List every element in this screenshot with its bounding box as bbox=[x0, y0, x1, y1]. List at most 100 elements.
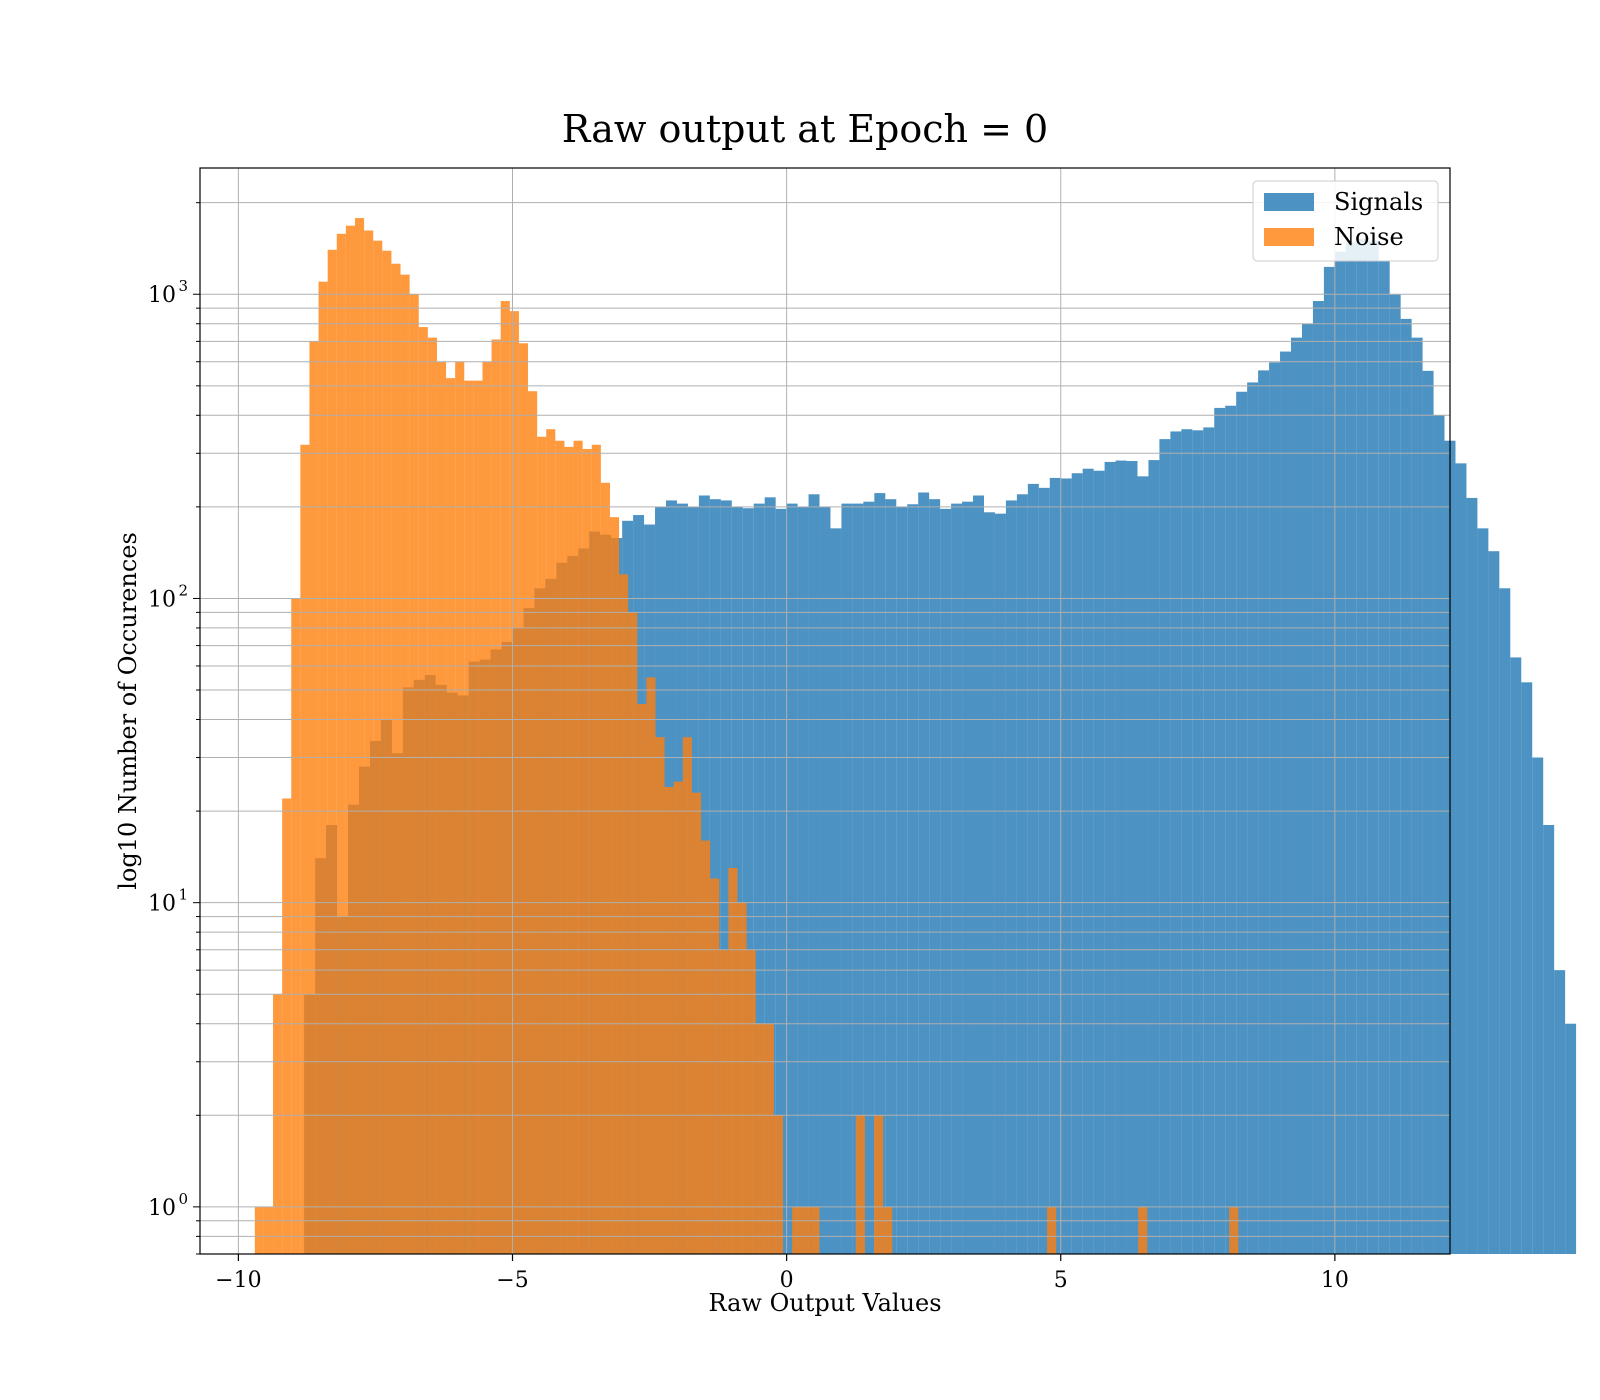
bar-signals bbox=[1192, 430, 1204, 1254]
bar-signals bbox=[885, 499, 897, 1254]
bar-noise bbox=[874, 1115, 884, 1254]
bar-noise bbox=[364, 230, 374, 1254]
bar-noise bbox=[436, 361, 447, 1255]
bar-signals bbox=[830, 528, 842, 1254]
plot-frame bbox=[199, 167, 1451, 1255]
bar-signals bbox=[753, 503, 765, 1254]
bar-noise bbox=[637, 703, 647, 1254]
bar-noise bbox=[719, 949, 729, 1254]
bar-signals bbox=[1345, 242, 1357, 1254]
bar-signals bbox=[1554, 970, 1566, 1254]
bar-noise bbox=[564, 446, 574, 1254]
bar-signals bbox=[1247, 382, 1259, 1254]
x-tick-label: −5 bbox=[496, 1268, 528, 1293]
bar-signals bbox=[1411, 337, 1423, 1254]
bar-signals bbox=[1126, 461, 1138, 1254]
bar-noise bbox=[382, 250, 392, 1255]
bar-signals bbox=[1148, 460, 1160, 1255]
bar-noise bbox=[810, 1206, 820, 1254]
bar-signals bbox=[720, 500, 732, 1254]
bar-noise bbox=[318, 281, 328, 1254]
bar-signals bbox=[1060, 478, 1072, 1255]
bar-noise bbox=[263, 1206, 274, 1254]
bar-signals bbox=[918, 492, 930, 1254]
bar-signals bbox=[1455, 463, 1467, 1254]
legend-swatch-noise bbox=[1264, 228, 1314, 246]
bar-signals bbox=[940, 508, 952, 1254]
bar-noise bbox=[682, 737, 692, 1254]
bar-noise bbox=[509, 311, 519, 1254]
legend-label-signals: Signals bbox=[1334, 188, 1423, 216]
bar-noise bbox=[336, 233, 346, 1254]
bar-noise bbox=[646, 677, 656, 1254]
bar-signals bbox=[1236, 391, 1248, 1254]
bar-noise bbox=[528, 391, 538, 1255]
bar-signals bbox=[1312, 301, 1324, 1254]
bar-noise bbox=[464, 380, 474, 1254]
bar-signals bbox=[896, 506, 908, 1254]
bar-noise bbox=[291, 598, 301, 1254]
bar-signals bbox=[852, 503, 864, 1254]
bar-signals bbox=[1521, 682, 1533, 1254]
bar-signals bbox=[1565, 1023, 1577, 1254]
bar-noise bbox=[273, 994, 283, 1254]
bar-signals bbox=[775, 508, 787, 1254]
bars-layer bbox=[254, 218, 1577, 1255]
bar-signals bbox=[1301, 323, 1313, 1255]
chart-title: Raw output at Epoch = 0 bbox=[562, 107, 1048, 151]
bar-noise bbox=[409, 294, 419, 1254]
bar-noise bbox=[427, 337, 437, 1254]
bar-signals bbox=[742, 508, 754, 1254]
bar-noise bbox=[282, 798, 292, 1254]
bar-noise bbox=[673, 781, 683, 1254]
bar-signals bbox=[1433, 415, 1445, 1254]
bar-noise bbox=[619, 574, 629, 1254]
bar-signals bbox=[1115, 460, 1127, 1254]
bar-signals bbox=[1532, 757, 1544, 1254]
bar-signals bbox=[1269, 362, 1281, 1254]
bar-noise bbox=[254, 1206, 264, 1254]
bar-signals bbox=[1488, 551, 1500, 1254]
bar-noise bbox=[400, 274, 410, 1254]
y-tick-base: 10 bbox=[148, 587, 176, 612]
bar-signals bbox=[1214, 407, 1226, 1254]
bar-noise bbox=[591, 444, 601, 1254]
bar-noise bbox=[1229, 1206, 1239, 1254]
y-tick-exponent: 2 bbox=[178, 581, 188, 599]
bar-noise bbox=[600, 482, 610, 1254]
y-tick-base: 10 bbox=[148, 892, 176, 917]
bar-signals bbox=[1049, 477, 1061, 1254]
bar-noise bbox=[1138, 1206, 1148, 1254]
bar-noise bbox=[746, 949, 756, 1254]
bar-noise bbox=[664, 787, 674, 1254]
bar-noise bbox=[373, 240, 383, 1255]
bar-signals bbox=[1466, 497, 1478, 1254]
bar-signals bbox=[1159, 439, 1171, 1254]
bar-signals bbox=[951, 503, 963, 1254]
bar-signals bbox=[983, 512, 995, 1254]
bar-signals bbox=[1510, 657, 1522, 1254]
bar-signals bbox=[863, 501, 875, 1254]
grid-layer bbox=[200, 168, 1450, 1255]
bar-noise bbox=[500, 301, 510, 1254]
bar-signals bbox=[1225, 405, 1237, 1254]
bar-noise bbox=[418, 327, 428, 1254]
y-tick-exponent: 0 bbox=[178, 1190, 188, 1208]
bar-signals bbox=[1499, 588, 1511, 1254]
bar-noise bbox=[701, 840, 711, 1254]
bar-noise bbox=[737, 902, 747, 1254]
bar-signals bbox=[1367, 240, 1379, 1255]
bar-signals bbox=[1038, 487, 1050, 1255]
bar-signals bbox=[808, 494, 820, 1254]
x-tick-label: 5 bbox=[1054, 1268, 1068, 1293]
x-tick-label: 10 bbox=[1321, 1268, 1349, 1293]
bar-signals bbox=[907, 504, 919, 1254]
bar-signals bbox=[1356, 238, 1368, 1255]
bar-signals bbox=[994, 513, 1006, 1254]
y-axis-label: log10 Number of Occurences bbox=[114, 532, 142, 890]
legend-label-noise: Noise bbox=[1334, 223, 1404, 251]
bar-signals bbox=[1280, 351, 1291, 1254]
bar-noise bbox=[473, 380, 483, 1254]
